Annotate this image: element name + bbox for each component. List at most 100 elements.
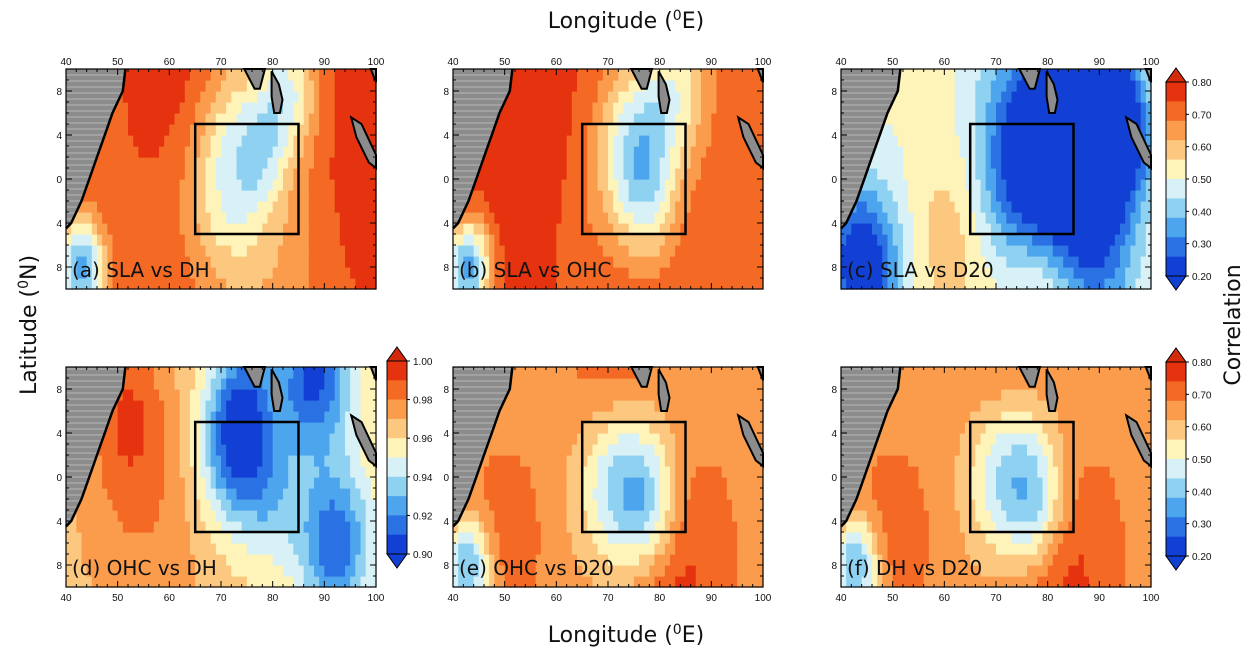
- field-cell: [1073, 212, 1080, 224]
- field-cell: [990, 234, 997, 246]
- field-cell: [128, 477, 134, 489]
- field-cell: [903, 146, 909, 158]
- field-cell: [174, 554, 181, 566]
- field-cell: [680, 146, 687, 158]
- field-cell: [965, 267, 971, 279]
- field-cell: [112, 256, 119, 268]
- field-cell: [1078, 234, 1085, 246]
- field-cell: [241, 499, 248, 511]
- x-tick-label: 90: [1094, 57, 1106, 68]
- field-cell: [458, 234, 464, 246]
- field-cell: [582, 113, 588, 125]
- field-cell: [680, 267, 687, 279]
- field-cell: [711, 113, 718, 125]
- field-cell: [112, 543, 119, 555]
- field-cell: [990, 146, 997, 158]
- field-cell: [954, 212, 961, 224]
- field-cell: [597, 135, 604, 147]
- field-cell: [257, 477, 263, 489]
- field-cell: [556, 234, 563, 246]
- field-cell: [1068, 80, 1075, 92]
- field-cell: [1094, 124, 1100, 136]
- field-cell: [628, 113, 635, 125]
- field-cell: [231, 521, 238, 533]
- field-cell: [597, 91, 604, 103]
- field-cell: [659, 267, 666, 279]
- field-cell: [990, 135, 997, 147]
- field-cell: [602, 91, 609, 103]
- field-cell: [1099, 234, 1106, 246]
- field-cell: [494, 168, 501, 180]
- field-cell: [66, 576, 72, 588]
- field-cell: [675, 124, 681, 136]
- field-cell: [990, 102, 997, 114]
- field-cell: [561, 124, 568, 136]
- field-cell: [980, 69, 987, 81]
- field-cell: [138, 477, 145, 489]
- field-cell: [1125, 245, 1131, 257]
- field-cell: [1099, 179, 1106, 191]
- field-cell: [866, 212, 873, 224]
- field-cell: [706, 256, 712, 268]
- field-cell: [221, 190, 227, 202]
- field-cell: [732, 69, 738, 81]
- field-cell: [1052, 212, 1059, 224]
- field-cell: [670, 256, 676, 268]
- field-cell: [195, 102, 201, 114]
- field-cell: [179, 91, 186, 103]
- field-cell: [272, 267, 279, 279]
- field-cell: [489, 212, 495, 224]
- field-cell: [195, 157, 201, 169]
- field-cell: [592, 157, 599, 169]
- field-cell: [267, 499, 274, 511]
- field-cell: [319, 201, 325, 213]
- field-cell: [226, 168, 232, 180]
- field-cell: [345, 201, 351, 213]
- field-cell: [1032, 102, 1038, 114]
- field-cell: [613, 102, 619, 114]
- field-cell: [355, 69, 362, 81]
- field-cell: [184, 267, 191, 279]
- field-cell: [1052, 69, 1059, 81]
- field-cell: [887, 234, 894, 246]
- field-cell: [577, 135, 583, 147]
- field-cell: [980, 124, 987, 136]
- field-cell: [546, 124, 552, 136]
- field-cell: [159, 190, 165, 202]
- field-cell: [499, 190, 506, 202]
- field-cell: [365, 234, 372, 246]
- field-cell: [283, 80, 289, 92]
- field-cell: [133, 190, 139, 202]
- field-cell: [293, 256, 300, 268]
- field-cell: [138, 157, 145, 169]
- field-cell: [324, 576, 331, 588]
- field-cell: [587, 113, 594, 125]
- field-cell: [107, 135, 114, 147]
- field-cell: [861, 201, 868, 213]
- field-cell: [293, 367, 300, 379]
- field-cell: [133, 157, 139, 169]
- field-cell: [277, 113, 284, 125]
- land-sri-lanka: [657, 70, 671, 114]
- field-cell: [530, 69, 537, 81]
- field-cell: [970, 223, 976, 235]
- field-cell: [148, 477, 155, 489]
- field-cell: [721, 146, 728, 158]
- field-cell: [339, 212, 346, 224]
- field-cell: [314, 190, 320, 202]
- field-cell: [732, 124, 738, 136]
- field-cell: [277, 234, 284, 246]
- field-cell: [143, 576, 150, 588]
- field-cell: [314, 565, 320, 577]
- field-cell: [122, 146, 129, 158]
- field-cell: [690, 91, 697, 103]
- field-cell: [489, 278, 495, 290]
- field-cell: [1094, 278, 1100, 290]
- field-cell: [262, 245, 269, 257]
- field-cell: [133, 466, 139, 478]
- field-cell: [298, 576, 305, 588]
- field-cell: [272, 179, 279, 191]
- field-cell: [1037, 201, 1044, 213]
- field-cell: [293, 168, 300, 180]
- field-cell: [1001, 179, 1007, 191]
